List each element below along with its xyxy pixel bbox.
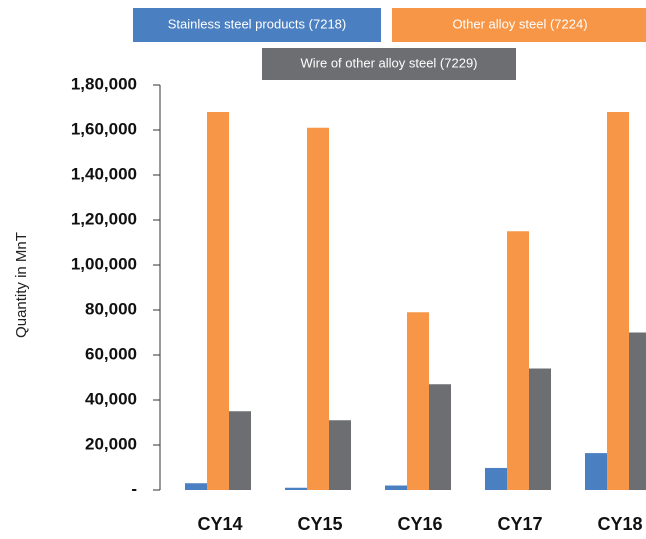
bar xyxy=(385,485,407,490)
bar xyxy=(485,467,507,490)
legend-label: Stainless steel products (7218) xyxy=(168,16,346,31)
bar xyxy=(185,483,207,490)
y-tick-label: 40,000 xyxy=(85,389,137,408)
bar xyxy=(529,368,551,490)
legend-swatch xyxy=(262,48,516,80)
legend-swatch xyxy=(392,8,646,42)
y-tick-label: 1,60,000 xyxy=(71,119,137,138)
y-tick-label: 1,20,000 xyxy=(71,209,137,228)
bar xyxy=(585,453,607,490)
bar xyxy=(329,420,351,490)
bar xyxy=(607,112,629,490)
y-tick-label: 20,000 xyxy=(85,434,137,453)
y-tick-label: 1,00,000 xyxy=(71,254,137,273)
bar xyxy=(429,384,451,490)
y-tick-label: 1,40,000 xyxy=(71,164,137,183)
legend-swatch xyxy=(133,8,381,42)
x-tick-label: CY15 xyxy=(297,514,342,534)
bar xyxy=(629,332,646,490)
bar xyxy=(507,231,529,490)
bar xyxy=(207,112,229,490)
bar xyxy=(229,411,251,490)
bar xyxy=(407,312,429,490)
y-tick-label: - xyxy=(131,479,137,498)
y-axis-label: Quantity in MnT xyxy=(13,232,30,338)
x-tick-label: CY17 xyxy=(497,514,542,534)
x-tick-label: CY16 xyxy=(397,514,442,534)
legend-label: Wire of other alloy steel (7229) xyxy=(300,55,477,70)
y-tick-label: 80,000 xyxy=(85,299,137,318)
x-tick-label: CY14 xyxy=(197,514,242,534)
y-tick-label: 1,80,000 xyxy=(71,74,137,93)
bar xyxy=(307,127,329,490)
legend-label: Other alloy steel (7224) xyxy=(452,16,587,31)
y-tick-label: 60,000 xyxy=(85,344,137,363)
x-tick-label: CY18 xyxy=(597,514,642,534)
bar xyxy=(285,487,307,490)
